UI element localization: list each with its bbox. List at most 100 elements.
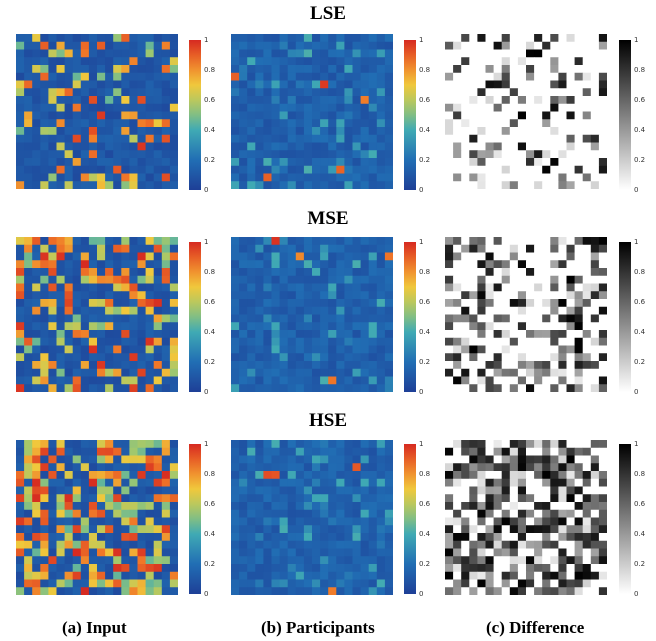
heatmap-cell (485, 471, 494, 480)
heatmap-cell (48, 173, 57, 182)
heatmap-cell (32, 540, 41, 549)
heatmap-cell (48, 455, 57, 464)
heatmap-cell (509, 260, 519, 269)
heatmap-cell (558, 72, 567, 81)
heatmap-cell (137, 368, 146, 377)
heatmap-cell (352, 88, 361, 97)
heatmap-cell (303, 283, 313, 292)
heatmap-cell (303, 134, 313, 143)
heatmap-cell (231, 88, 240, 97)
heatmap-cell (303, 103, 313, 112)
heatmap-cell (485, 556, 494, 565)
heatmap-cell (598, 34, 607, 43)
heatmap-cell (368, 478, 378, 487)
heatmap-cell (137, 275, 146, 284)
heatmap-cell (303, 471, 313, 480)
heatmap-cell (598, 237, 607, 246)
heatmap-cell (542, 306, 551, 315)
heatmap-cell (344, 142, 353, 151)
heatmap-cell (153, 142, 163, 151)
heatmap-cell (485, 299, 494, 308)
colorbar-tick: 1 (204, 36, 209, 44)
heatmap-cell (320, 127, 329, 136)
heatmap-cell (534, 34, 543, 43)
heatmap-cell (558, 260, 567, 269)
heatmap-cell (247, 314, 256, 323)
heatmap-cell (344, 283, 353, 292)
heatmap-cell (445, 447, 454, 456)
heatmap-cell (493, 260, 503, 269)
heatmap-cell (24, 579, 33, 588)
heatmap-cell (97, 181, 106, 189)
heatmap-cell (97, 384, 106, 392)
heatmap-cell (320, 337, 329, 346)
heatmap-cell (574, 322, 584, 331)
heatmap-cell (501, 275, 511, 284)
heatmap-cell (263, 111, 272, 120)
heatmap-cell (517, 260, 527, 269)
heatmap-cell (344, 237, 353, 246)
heatmap-cell (574, 314, 584, 323)
heatmap-cell (550, 237, 559, 246)
heatmap-cell (161, 471, 171, 480)
heatmap-cell (271, 49, 280, 58)
heatmap-cell (295, 275, 305, 284)
heatmap-cell (287, 181, 297, 189)
heatmap-cell (56, 517, 65, 526)
heatmap-cell (534, 368, 543, 377)
heatmap-cell (287, 127, 297, 136)
heatmap-cell (320, 142, 329, 151)
heatmap-cell (542, 49, 551, 58)
heatmap-cell (24, 88, 33, 97)
heatmap-cell (97, 455, 106, 464)
heatmap-cell (566, 548, 575, 557)
heatmap-svg (16, 34, 178, 189)
colorbar: 1 0.8 0.6 0.4 0.2 0 (404, 37, 430, 195)
heatmap-cell (582, 330, 592, 339)
heatmap-cell (255, 134, 264, 143)
heatmap-cell (105, 463, 114, 472)
heatmap-cell (239, 376, 248, 385)
heatmap-cell (384, 440, 393, 449)
heatmap-cell (566, 361, 575, 370)
heatmap-cell (328, 478, 337, 487)
heatmap-cell (24, 361, 33, 370)
heatmap-cell (477, 455, 486, 464)
heatmap-cell (169, 314, 178, 323)
colorbar-tick: 0.4 (204, 328, 216, 336)
heatmap-cell (121, 494, 130, 503)
heatmap-cell (64, 533, 74, 542)
heatmap-cell (376, 440, 386, 449)
heatmap-cell (336, 564, 345, 573)
heatmap-cell (97, 314, 106, 323)
heatmap-cell (80, 72, 90, 81)
heatmap-cell (582, 571, 592, 580)
heatmap-cell (453, 306, 462, 315)
heatmap-cell (153, 525, 163, 534)
heatmap-cell (453, 486, 462, 495)
heatmap-cell (161, 181, 171, 189)
heatmap-cell (574, 237, 584, 246)
heatmap-cell (137, 165, 146, 174)
heatmap-cell (263, 127, 272, 136)
heatmap-cell (477, 49, 486, 58)
heatmap-cell (534, 330, 543, 339)
heatmap-cell (169, 291, 178, 300)
heatmap-cell (517, 455, 527, 464)
heatmap-cell (477, 533, 486, 542)
heatmap-cell (493, 142, 503, 151)
heatmap-cell (477, 72, 486, 81)
heatmap-cell (566, 376, 575, 385)
heatmap-cell (32, 34, 41, 43)
heatmap-cell (169, 579, 178, 588)
heatmap-cell (263, 88, 272, 97)
heatmap-cell (509, 548, 519, 557)
heatmap-cell (376, 306, 386, 315)
heatmap-cell (56, 57, 65, 66)
heatmap-cell (328, 556, 337, 565)
heatmap-cell (247, 244, 256, 253)
heatmap-cell (169, 376, 178, 385)
heatmap-cell (582, 134, 592, 143)
heatmap-cell (287, 548, 297, 557)
heatmap-cell (368, 165, 378, 174)
